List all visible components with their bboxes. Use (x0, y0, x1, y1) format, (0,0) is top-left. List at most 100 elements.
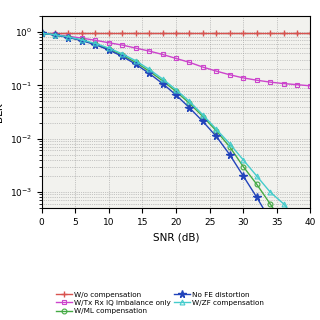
W/Tx Rx IQ imbalance only (161, 52, 164, 56)
W/o compensation (201, 31, 205, 35)
W/ML compensation (80, 38, 84, 42)
W/o compensation (214, 31, 218, 35)
W/o compensation (67, 31, 70, 35)
X-axis label: SNR (dB): SNR (dB) (153, 232, 199, 242)
No FE distortion (214, 134, 218, 138)
W/ML compensation (255, 182, 259, 186)
W/Tx Rx IQ imbalance only (147, 49, 151, 53)
W/o compensation (228, 31, 232, 35)
W/Tx Rx IQ imbalance only (67, 35, 70, 38)
Line: W/Tx Rx IQ imbalance only: W/Tx Rx IQ imbalance only (39, 31, 313, 88)
W/Tx Rx IQ imbalance only (107, 41, 111, 45)
W/ML compensation (67, 35, 70, 39)
No FE distortion (40, 31, 44, 35)
W/ML compensation (295, 249, 299, 252)
No FE distortion (161, 82, 164, 85)
W/o compensation (241, 31, 245, 35)
No FE distortion (282, 243, 285, 247)
Y-axis label: BLK: BLK (0, 102, 4, 122)
W/ZF compensation (147, 68, 151, 71)
W/ZF compensation (214, 127, 218, 131)
W/ZF compensation (80, 38, 84, 42)
W/ML compensation (53, 33, 57, 37)
Legend: W/o compensation, W/Tx Rx IQ imbalance only, W/ML compensation, No FE distortion: W/o compensation, W/Tx Rx IQ imbalance o… (54, 290, 266, 316)
W/ML compensation (147, 69, 151, 73)
W/ZF compensation (174, 88, 178, 92)
W/Tx Rx IQ imbalance only (268, 80, 272, 84)
W/o compensation (147, 31, 151, 35)
No FE distortion (147, 71, 151, 75)
No FE distortion (188, 106, 191, 110)
W/Tx Rx IQ imbalance only (295, 83, 299, 87)
W/ZF compensation (295, 218, 299, 222)
W/ML compensation (93, 42, 97, 46)
W/ML compensation (228, 145, 232, 149)
W/ZF compensation (282, 202, 285, 206)
W/Tx Rx IQ imbalance only (120, 43, 124, 47)
Line: W/ML compensation: W/ML compensation (39, 31, 313, 285)
No FE distortion (255, 195, 259, 199)
W/o compensation (120, 31, 124, 35)
W/Tx Rx IQ imbalance only (40, 31, 44, 35)
W/Tx Rx IQ imbalance only (214, 69, 218, 73)
W/ZF compensation (67, 35, 70, 39)
W/ML compensation (174, 90, 178, 93)
No FE distortion (120, 54, 124, 58)
W/ML compensation (134, 60, 138, 64)
W/o compensation (268, 31, 272, 35)
W/Tx Rx IQ imbalance only (174, 57, 178, 60)
Line: W/ZF compensation: W/ZF compensation (39, 31, 313, 237)
W/ML compensation (188, 101, 191, 105)
No FE distortion (295, 271, 299, 275)
W/o compensation (80, 31, 84, 35)
W/Tx Rx IQ imbalance only (241, 76, 245, 80)
No FE distortion (174, 93, 178, 97)
W/ZF compensation (134, 59, 138, 63)
W/o compensation (134, 31, 138, 35)
W/Tx Rx IQ imbalance only (53, 33, 57, 36)
W/ML compensation (241, 164, 245, 168)
W/ML compensation (120, 53, 124, 57)
No FE distortion (107, 48, 111, 52)
No FE distortion (241, 174, 245, 178)
No FE distortion (80, 39, 84, 43)
W/o compensation (282, 31, 285, 35)
W/ZF compensation (161, 77, 164, 81)
W/Tx Rx IQ imbalance only (228, 73, 232, 77)
Line: W/o compensation: W/o compensation (38, 30, 314, 36)
W/o compensation (40, 31, 44, 35)
W/ZF compensation (228, 142, 232, 146)
No FE distortion (93, 43, 97, 47)
W/o compensation (174, 31, 178, 35)
W/Tx Rx IQ imbalance only (308, 84, 312, 88)
W/ZF compensation (241, 158, 245, 162)
W/ML compensation (308, 281, 312, 284)
W/Tx Rx IQ imbalance only (80, 36, 84, 40)
W/o compensation (255, 31, 259, 35)
W/ZF compensation (268, 190, 272, 194)
W/ML compensation (282, 222, 285, 226)
No FE distortion (67, 36, 70, 39)
W/ZF compensation (53, 33, 57, 37)
No FE distortion (268, 218, 272, 222)
W/ZF compensation (107, 46, 111, 50)
W/ML compensation (40, 31, 44, 35)
No FE distortion (53, 33, 57, 37)
W/ZF compensation (255, 174, 259, 178)
W/o compensation (161, 31, 164, 35)
W/Tx Rx IQ imbalance only (93, 38, 97, 42)
W/Tx Rx IQ imbalance only (188, 60, 191, 64)
W/Tx Rx IQ imbalance only (282, 82, 285, 85)
No FE distortion (228, 153, 232, 156)
W/o compensation (53, 31, 57, 35)
W/ML compensation (161, 79, 164, 83)
W/o compensation (308, 31, 312, 35)
W/Tx Rx IQ imbalance only (255, 78, 259, 82)
W/ZF compensation (40, 31, 44, 35)
W/ML compensation (214, 129, 218, 133)
No FE distortion (134, 62, 138, 66)
W/ZF compensation (308, 232, 312, 236)
W/ML compensation (268, 202, 272, 206)
W/o compensation (188, 31, 191, 35)
W/ML compensation (201, 115, 205, 118)
